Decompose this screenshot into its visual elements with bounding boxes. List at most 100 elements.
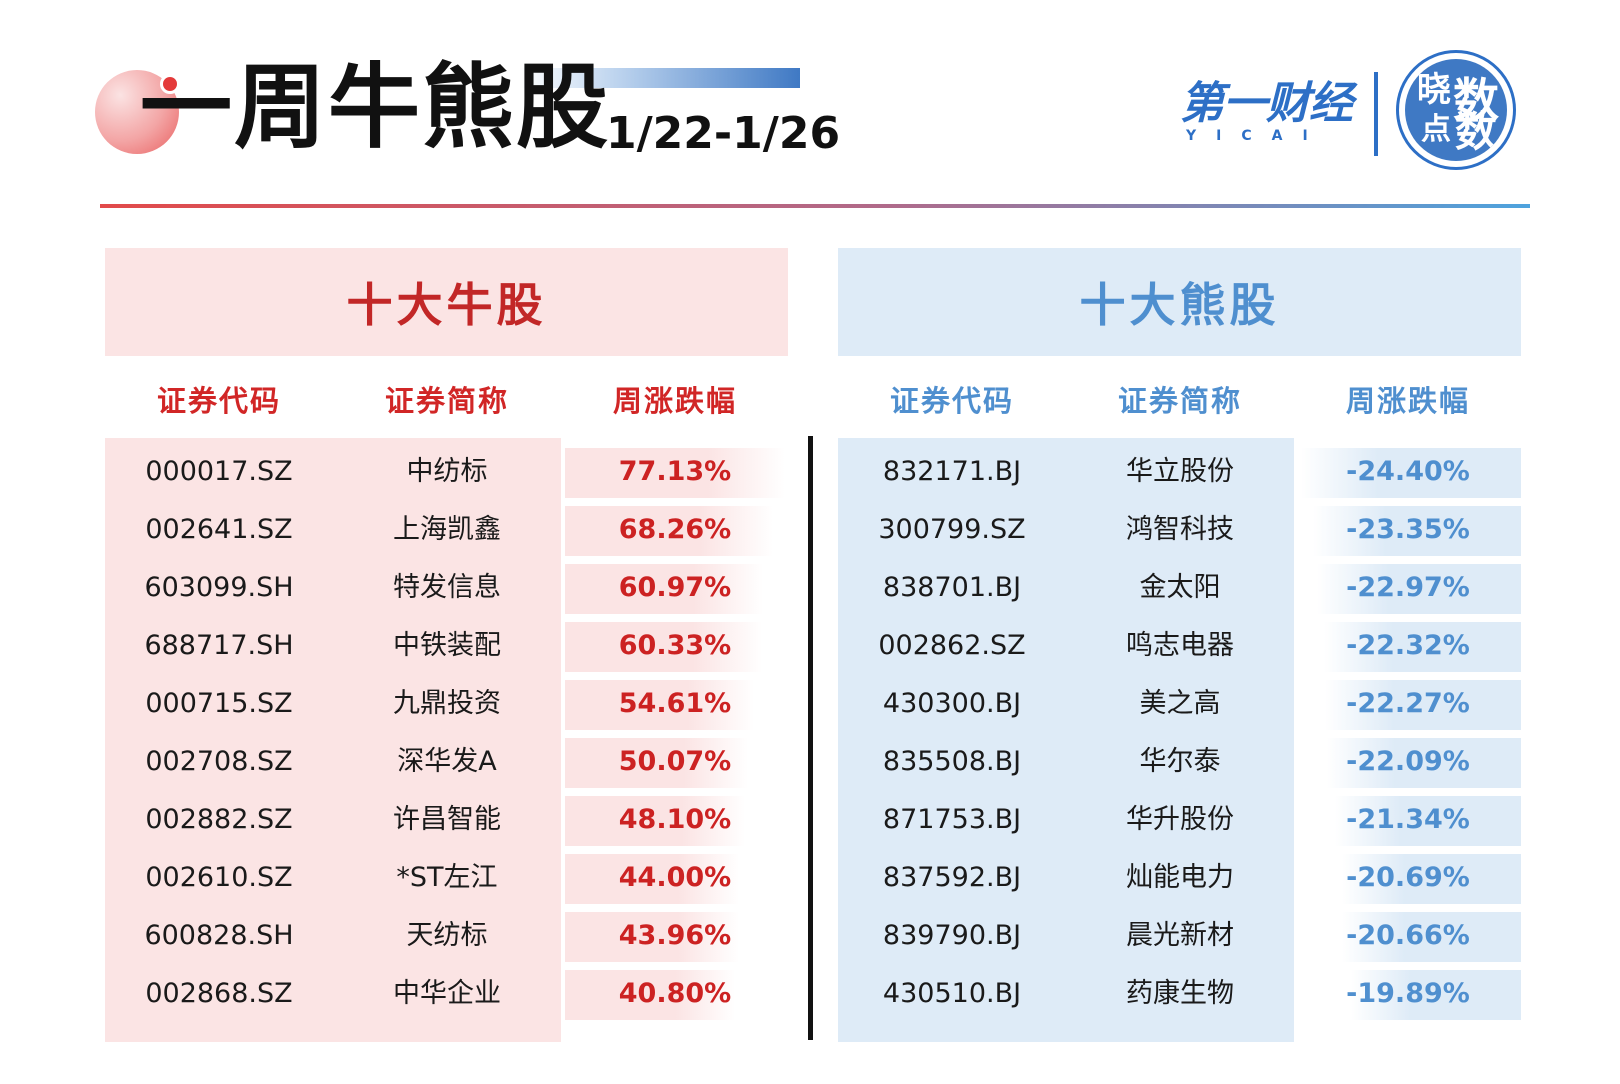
- security-name: 药康生物: [1126, 978, 1234, 1009]
- security-code: 002862.SZ: [878, 630, 1026, 661]
- table-row: 002610.SZ *ST左江 44.00%: [105, 848, 788, 908]
- security-name: 美之高: [1139, 688, 1221, 719]
- change-bar: [1313, 506, 1521, 556]
- table-row: 002882.SZ 许昌智能 48.10%: [105, 790, 788, 850]
- brand-name-en: YICAI: [1186, 128, 1328, 144]
- weekly-change: 77.13%: [618, 456, 732, 487]
- change-bar: [1325, 680, 1521, 730]
- security-code: 002641.SZ: [145, 514, 293, 545]
- change-bar: [565, 970, 735, 1020]
- bear-column-headers: 证券代码 证券简称 周涨跌幅: [838, 356, 1521, 438]
- weekly-change: -20.66%: [1346, 920, 1470, 951]
- weekly-change: 54.61%: [618, 688, 732, 719]
- weekly-change: -22.97%: [1346, 572, 1470, 603]
- security-code: 839790.BJ: [882, 920, 1022, 951]
- table-row: 002862.SZ 鸣志电器 -22.32%: [838, 616, 1521, 676]
- security-code: 871753.BJ: [882, 804, 1022, 835]
- table-row: 002868.SZ 中华企业 40.80%: [105, 964, 788, 1024]
- security-code: 000017.SZ: [145, 456, 293, 487]
- security-code: 430510.BJ: [882, 978, 1022, 1009]
- brand-name-cn: 第一财经: [1180, 78, 1353, 129]
- table-row: 600828.SH 天纺标 43.96%: [105, 906, 788, 966]
- column-header-name: 证券简称: [384, 384, 509, 418]
- security-name: 华升股份: [1126, 804, 1234, 835]
- table-row: 838701.BJ 金太阳 -22.97%: [838, 558, 1521, 618]
- security-code: 837592.BJ: [882, 862, 1022, 893]
- security-name: 天纺标: [406, 920, 488, 951]
- change-bar: [1342, 912, 1521, 962]
- table-row: 839790.BJ 晨光新材 -20.66%: [838, 906, 1521, 966]
- change-bar: [565, 564, 763, 614]
- security-code: 603099.SH: [144, 572, 294, 603]
- security-code: 002868.SZ: [145, 978, 293, 1009]
- page-title: 一周牛熊股: [140, 54, 611, 161]
- brand-logo: 第一财经 YICAI: [1180, 82, 1360, 152]
- weekly-change: 50.07%: [618, 746, 732, 777]
- change-bar: [565, 738, 748, 788]
- table-row: 837592.BJ 灿能电力 -20.69%: [838, 848, 1521, 908]
- security-name: 许昌智能: [393, 804, 501, 835]
- table-row: 430300.BJ 美之高 -22.27%: [838, 674, 1521, 734]
- weekly-change: -23.35%: [1346, 514, 1470, 545]
- change-bar: [565, 796, 745, 846]
- bull-panel: 十大牛股 证券代码 证券简称 周涨跌幅 000017.SZ 中纺标 77.13% 00…: [105, 248, 788, 1042]
- weekly-change: 43.96%: [618, 920, 732, 951]
- weekly-change: -22.09%: [1346, 746, 1470, 777]
- title-accent-bar: [520, 68, 800, 88]
- column-header-change: 周涨跌幅: [1345, 384, 1470, 418]
- bear-table-body: 832171.BJ 华立股份 -24.40% 300799.SZ 鸿智科技 -23.35%…: [838, 438, 1521, 1042]
- weekly-change: 60.33%: [618, 630, 732, 661]
- security-code: 002882.SZ: [145, 804, 293, 835]
- table-row: 000715.SZ 九鼎投资 54.61%: [105, 674, 788, 734]
- brand-separator: [1374, 72, 1378, 156]
- security-code: 000715.SZ: [145, 688, 293, 719]
- decorative-dot: [160, 74, 180, 94]
- table-row: 000017.SZ 中纺标 77.13%: [105, 442, 788, 502]
- security-name: 华尔泰: [1139, 746, 1221, 777]
- change-bar: [565, 912, 739, 962]
- change-bar: [1301, 448, 1521, 498]
- bull-panel-title: 十大牛股: [105, 248, 788, 356]
- table-row: 430510.BJ 药康生物 -19.89%: [838, 964, 1521, 1024]
- security-name: 鸿智科技: [1126, 514, 1234, 545]
- date-range: 1/22-1/26: [606, 108, 841, 159]
- change-bar: [565, 622, 762, 672]
- table-row: 871753.BJ 华升股份 -21.34%: [838, 790, 1521, 850]
- badge-char: 数: [1453, 73, 1499, 127]
- weekly-change: -22.32%: [1346, 630, 1470, 661]
- table-row: 835508.BJ 华尔泰 -22.09%: [838, 732, 1521, 792]
- weekly-change: -20.69%: [1346, 862, 1470, 893]
- security-code: 838701.BJ: [882, 572, 1022, 603]
- change-bar: [1324, 622, 1521, 672]
- security-code: 688717.SH: [144, 630, 294, 661]
- column-header-name: 证券简称: [1117, 384, 1242, 418]
- security-name: 深华发A: [397, 746, 497, 777]
- column-header-code: 证券代码: [156, 384, 281, 418]
- security-name: 华立股份: [1126, 456, 1234, 487]
- weekly-change: 44.00%: [618, 862, 732, 893]
- change-bar: [565, 680, 754, 730]
- security-code: 002610.SZ: [145, 862, 293, 893]
- change-bar: [565, 854, 739, 904]
- security-name: 鸣志电器: [1126, 630, 1234, 661]
- badge-char: 晓: [1417, 70, 1451, 110]
- security-code: 600828.SH: [144, 920, 294, 951]
- table-row: 300799.SZ 鸿智科技 -23.35%: [838, 500, 1521, 560]
- bull-rows-background: [105, 438, 561, 1042]
- table-row: 688717.SH 中铁装配 60.33%: [105, 616, 788, 676]
- weekly-change: -21.34%: [1346, 804, 1470, 835]
- change-bar: [1342, 854, 1521, 904]
- change-bar: [1351, 970, 1521, 1020]
- security-name: 中纺标: [406, 456, 488, 487]
- column-header-code: 证券代码: [889, 384, 1014, 418]
- table-row: 603099.SH 特发信息 60.97%: [105, 558, 788, 618]
- security-name: 金太阳: [1139, 572, 1221, 603]
- badge-char: 数: [1455, 107, 1498, 156]
- bear-rows-background: [838, 438, 1294, 1042]
- weekly-change: 40.80%: [618, 978, 732, 1009]
- security-code: 430300.BJ: [882, 688, 1022, 719]
- table-row: 002708.SZ 深华发A 50.07%: [105, 732, 788, 792]
- security-name: 晨光新材: [1126, 920, 1234, 951]
- table-row: 002641.SZ 上海凯鑫 68.26%: [105, 500, 788, 560]
- weekly-change: -19.89%: [1346, 978, 1470, 1009]
